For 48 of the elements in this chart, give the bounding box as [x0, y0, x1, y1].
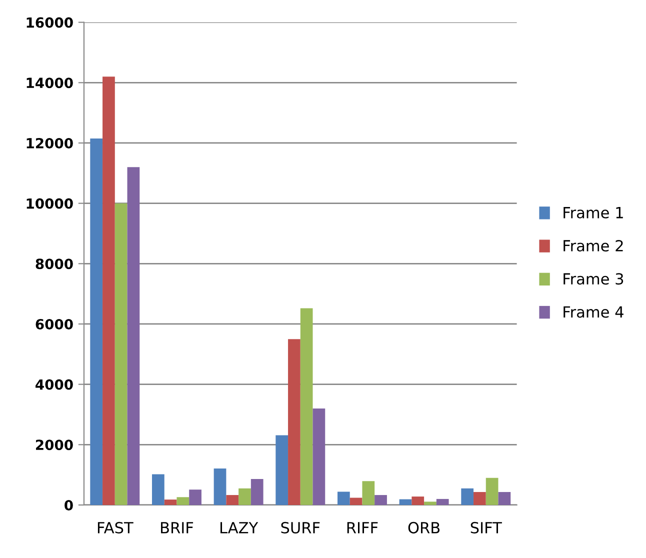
x-tick-label: RIFF: [347, 522, 378, 534]
bar: [214, 468, 226, 505]
legend-label: Frame 1: [564, 207, 623, 218]
y-tick-label: 12000: [26, 138, 73, 148]
bar: [250, 479, 264, 505]
bar: [399, 499, 412, 505]
y-tick-label: 0: [64, 500, 73, 510]
bar: [436, 498, 449, 505]
bar: [114, 203, 128, 505]
x-tick-label: FAST: [98, 522, 134, 534]
legend-label: Frame 2: [564, 240, 623, 252]
x-tick-label: SURF: [281, 522, 320, 534]
legend-label: Frame 3: [564, 273, 624, 285]
bar: [189, 490, 202, 505]
bar: [424, 502, 436, 505]
bar: [164, 500, 177, 505]
bar: [362, 481, 375, 505]
bar: [337, 492, 350, 505]
bar: [102, 76, 115, 505]
x-tick-label: SIFT: [470, 522, 502, 534]
y-tick-label: 10000: [26, 198, 73, 209]
bar: [312, 408, 326, 505]
x-tick-label: LAZY: [220, 522, 258, 534]
bar: [461, 488, 474, 505]
bar: [300, 308, 313, 505]
legend-label: Frame 4: [564, 306, 624, 318]
y-tick-label: 2000: [36, 440, 73, 450]
y-tick-label: 6000: [36, 318, 73, 330]
y-tick-label: 4000: [36, 379, 73, 390]
bar: [90, 138, 103, 505]
y-tick-label: 14000: [26, 78, 73, 88]
bar: [276, 435, 288, 505]
x-tick-label: BRIF: [161, 522, 194, 534]
bar: [474, 492, 486, 505]
bar: [127, 167, 140, 505]
bar: [288, 339, 300, 505]
bar: [486, 478, 498, 505]
bar: [152, 474, 164, 505]
x-tick-label: ORB: [408, 522, 440, 534]
bar: [226, 495, 239, 505]
y-tick-label: 8000: [36, 258, 73, 270]
y-tick-label: 16000: [26, 17, 73, 28]
bar: [238, 488, 251, 505]
bar: [176, 497, 190, 505]
bar: [374, 495, 387, 505]
bar: [498, 492, 511, 505]
bar: [350, 498, 362, 505]
bar: [412, 496, 424, 505]
